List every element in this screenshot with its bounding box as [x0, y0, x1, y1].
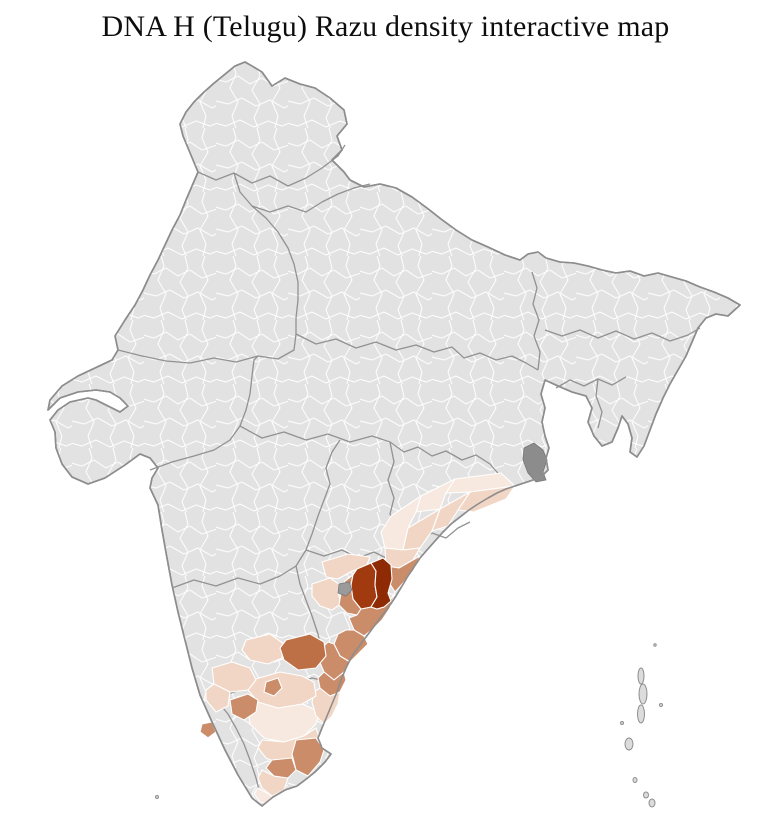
state-border	[295, 333, 453, 353]
small-dark-district	[337, 581, 353, 597]
district-region-small-medium-east[interactable]	[263, 677, 283, 697]
island	[637, 704, 645, 724]
state-border	[544, 327, 701, 342]
state-border	[239, 425, 391, 443]
island	[653, 643, 657, 647]
district-region-nellore-coastal[interactable]	[317, 671, 347, 697]
state-border	[555, 376, 627, 389]
district-region-vizianagaram-coastal[interactable]	[385, 555, 421, 593]
state-border	[117, 333, 297, 364]
map-coast-outline-layer	[47, 61, 741, 807]
island	[155, 795, 159, 799]
district-texture	[48, 62, 740, 806]
map-dark-patches-layer	[337, 442, 548, 597]
state-border	[389, 441, 503, 479]
sundarbans-dark	[522, 442, 548, 483]
page-title: DNA H (Telugu) Razu density interactive …	[101, 10, 670, 43]
island	[648, 798, 656, 808]
district-region-chittoor-light[interactable]	[247, 671, 317, 709]
state-border	[233, 172, 299, 334]
district-region-kurnool-light[interactable]	[241, 633, 285, 665]
state-border	[451, 346, 539, 371]
island	[643, 791, 649, 799]
map-islands-layer	[155, 643, 663, 808]
district-region-small-medium-south[interactable]	[199, 721, 217, 739]
island	[632, 777, 638, 783]
district-region-visakhapatnam-east[interactable]	[370, 557, 393, 610]
district-region-karnataka-light-2[interactable]	[205, 683, 231, 713]
district-region-thanjavur-coastal[interactable]	[291, 737, 325, 777]
district-region-prakasam[interactable]	[279, 633, 327, 671]
state-border	[595, 378, 603, 429]
island	[659, 703, 663, 707]
coast-outline	[47, 61, 741, 807]
state-border	[197, 144, 346, 187]
district-region-mysore-medium[interactable]	[229, 693, 259, 721]
map-density-regions-layer	[199, 472, 516, 805]
island	[637, 667, 645, 685]
island	[638, 683, 648, 705]
state-border	[531, 271, 541, 371]
state-border	[251, 183, 371, 213]
island	[624, 737, 634, 751]
island	[620, 721, 624, 725]
district-region-ganjam-coast[interactable]	[402, 508, 441, 551]
district-region-tn-south-medium[interactable]	[265, 757, 297, 779]
map-texture-layer	[48, 62, 740, 806]
